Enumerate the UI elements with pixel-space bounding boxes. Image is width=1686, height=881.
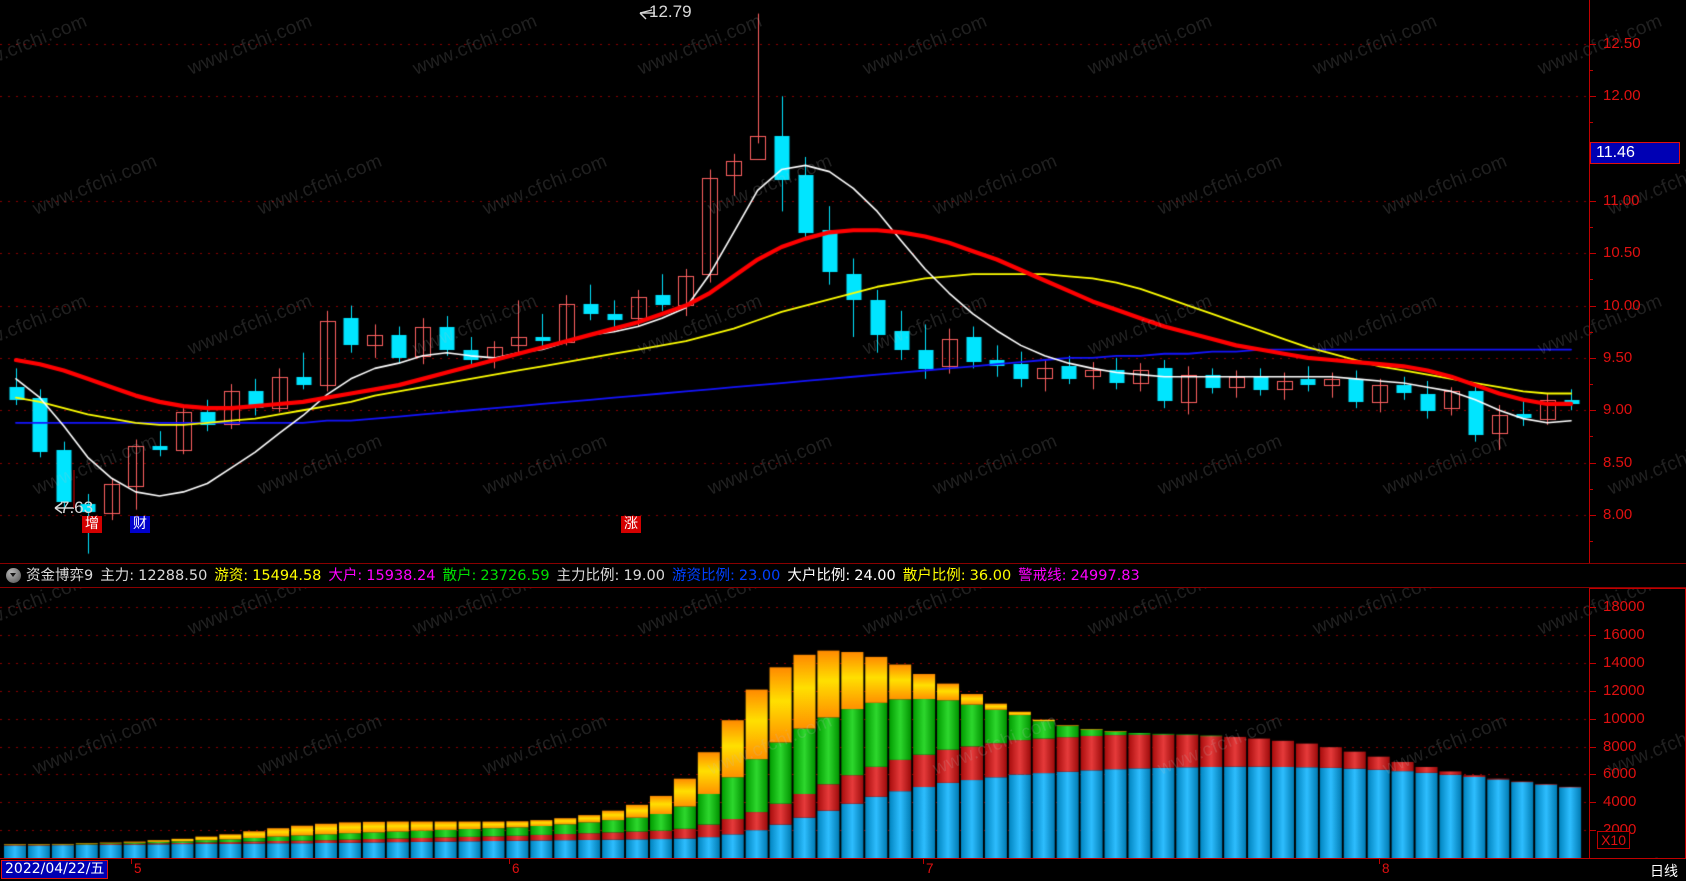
volume-axis-line [1589, 588, 1590, 858]
price-tick-label: 10.50 [1603, 244, 1641, 262]
indicator-field-label: 主力: [100, 568, 135, 584]
indicator-field-value: 24.00 [854, 568, 896, 584]
chevron-down-icon[interactable] [6, 567, 21, 583]
price-tick-label: 8.50 [1603, 453, 1633, 471]
price-tick-label: 8.00 [1603, 505, 1633, 523]
price-minor-tick [1589, 70, 1593, 72]
date-axis[interactable]: 2022/04/22/五 日线 5 6 7 8 [0, 858, 1686, 880]
price-tick-mark [1589, 200, 1596, 202]
indicator-field-label: 大户: [328, 568, 363, 584]
price-tick-mark [1589, 96, 1596, 98]
volume-tick-mark [1589, 635, 1596, 637]
indicator-field-value: 15494.58 [252, 568, 322, 584]
volume-tick-label: 6000 [1603, 765, 1637, 783]
price-minor-tick [1589, 122, 1593, 124]
indicator-field-value: 24997.83 [1070, 568, 1140, 584]
volume-tick-mark [1589, 830, 1596, 832]
date-tick-label: 6 [512, 861, 520, 876]
price-tick-label: 12.00 [1603, 87, 1641, 105]
low-price-label: 7.63 [60, 498, 94, 517]
price-tick-mark [1589, 305, 1596, 307]
price-tick-mark [1589, 357, 1596, 359]
indicator-field-value: 23726.59 [480, 568, 550, 584]
price-minor-tick [1589, 331, 1593, 333]
volume-axis: 18000 16000 14000 12000 10000 8000 6000 4000 200… [1589, 588, 1686, 858]
volume-tick-mark [1589, 718, 1596, 720]
volume-tick-label: 8000 [1603, 737, 1637, 755]
price-minor-tick [1589, 488, 1593, 490]
current-price-highlight: 11.46 [1590, 141, 1680, 164]
indicator-field-label: 主力比例: [556, 568, 620, 584]
price-tick-mark [1589, 43, 1596, 45]
indicator-field-value: 19.00 [623, 568, 665, 584]
price-marker-badge: 涨 [621, 516, 641, 533]
volume-tick-mark [1589, 690, 1596, 692]
date-tick-label: 5 [134, 861, 142, 876]
volume-tick-mark [1589, 774, 1596, 776]
price-minor-tick [1589, 436, 1593, 438]
indicator-field-label: 散户: [442, 568, 477, 584]
volume-tick-label: 10000 [1603, 709, 1645, 727]
price-tick-label: 11.00 [1603, 191, 1640, 209]
fund-distribution-chart[interactable] [0, 588, 1589, 858]
date-tick-mark [1379, 859, 1380, 864]
price-tick-label: 12.50 [1603, 34, 1641, 52]
price-tick-label: 9.00 [1603, 401, 1633, 419]
volume-multiplier-label: X10 [1597, 831, 1630, 849]
volume-tick-label: 14000 [1603, 654, 1645, 672]
date-tick-mark [923, 859, 924, 864]
price-tick-mark [1589, 410, 1596, 412]
price-tick-mark [1589, 253, 1596, 255]
selected-date-label: 2022/04/22/五 [1, 860, 109, 879]
period-label[interactable]: 日线 [1650, 864, 1678, 880]
volume-tick-mark [1589, 607, 1596, 609]
price-axis-line [1589, 0, 1590, 879]
indicator-field-value: 12288.50 [138, 568, 208, 584]
volume-tick-mark [1589, 802, 1596, 804]
volume-tick-mark [1589, 746, 1596, 748]
date-tick-label: 7 [926, 861, 934, 876]
price-minor-tick [1589, 279, 1593, 281]
date-tick-mark [131, 859, 132, 864]
indicator-field-label: 大户比例: [787, 568, 851, 584]
price-marker-badge: 增 [82, 516, 102, 533]
indicator-field-label: 散户比例: [902, 568, 966, 584]
volume-tick-mark [1589, 663, 1596, 665]
price-minor-tick [1589, 384, 1593, 386]
price-minor-tick [1589, 227, 1593, 229]
high-price-label: 12.79 [649, 2, 692, 21]
price-axis: 12.50 12.00 11.00 10.50 10.00 9.50 9.00 8.50 8.0… [1589, 0, 1686, 879]
price-minor-tick [1589, 541, 1593, 543]
volume-tick-label: 16000 [1603, 626, 1645, 644]
volume-pane-border [1589, 588, 1686, 589]
indicator-field-label: 游资比例: [671, 568, 735, 584]
volume-tick-label: 12000 [1603, 681, 1645, 699]
price-tick-label: 9.50 [1603, 348, 1633, 366]
indicator-info-bar[interactable]: 资金博弈9 主力: 12288.50 游资: 15494.58 大户: 15938.24 散户… [0, 563, 1686, 588]
price-marker-badge: 财 [130, 516, 150, 533]
price-tick-label: 10.00 [1603, 296, 1641, 314]
price-tick-mark [1589, 514, 1596, 516]
volume-tick-label: 4000 [1603, 793, 1637, 811]
indicator-field-value: 23.00 [738, 568, 781, 584]
indicator-field-label: 游资: [214, 568, 249, 584]
indicator-name[interactable]: 资金博弈9 [26, 568, 94, 584]
volume-tick-label: 18000 [1603, 598, 1645, 616]
indicator-field-label: 警戒线: [1018, 568, 1067, 584]
indicator-field-value: 36.00 [969, 568, 1012, 584]
price-tick-mark [1589, 462, 1596, 464]
date-tick-mark [509, 859, 510, 864]
date-tick-label: 8 [1382, 861, 1390, 876]
indicator-field-value: 15938.24 [366, 568, 436, 584]
price-candlestick-chart[interactable] [0, 0, 1589, 562]
